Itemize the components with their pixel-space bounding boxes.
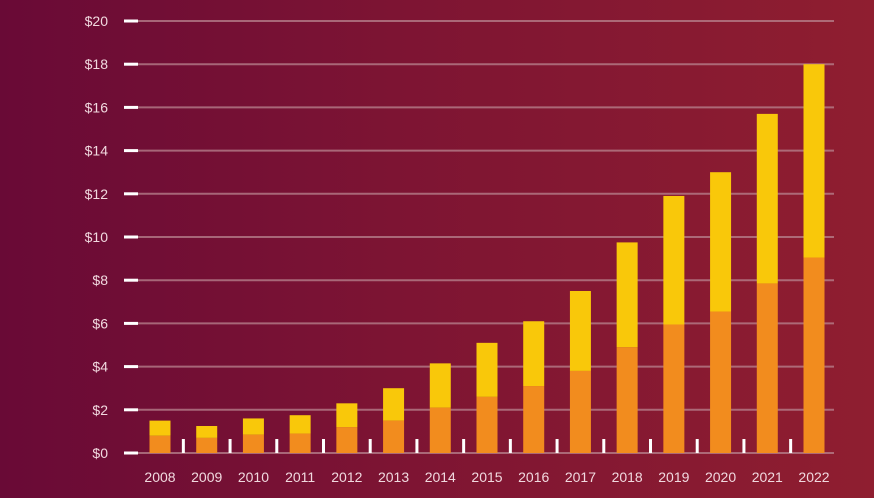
bar-segment-2021-0: [756, 283, 778, 453]
y-tick-label: $16: [85, 99, 109, 115]
y-tick-label: $0: [92, 445, 108, 461]
bar-segment-2013-1: [383, 388, 405, 421]
x-tick-label: 2012: [331, 469, 362, 485]
bar-segment-2018-0: [616, 347, 638, 453]
x-tick-label: 2009: [191, 469, 222, 485]
bar-segment-2015-0: [476, 396, 498, 453]
x-tick-label: 2019: [658, 469, 689, 485]
y-tick-label: $12: [85, 186, 109, 202]
bar-segment-2017-1: [569, 291, 591, 371]
y-tick-label: $20: [85, 13, 109, 29]
bar-segment-2008-0: [149, 435, 171, 453]
bar-segment-2013-0: [383, 420, 405, 453]
bar-segment-2008-1: [149, 420, 171, 436]
bar-segment-2014-1: [429, 363, 451, 408]
bar-segment-2017-0: [569, 370, 591, 453]
bar-segment-2010-0: [242, 434, 264, 453]
y-tick-label: $18: [85, 56, 109, 72]
bar-segment-2012-1: [336, 403, 358, 428]
x-tick-label: 2015: [471, 469, 502, 485]
bar-segment-2014-0: [429, 407, 451, 453]
x-tick-label: 2011: [285, 469, 315, 485]
y-tick-label: $2: [92, 402, 108, 418]
x-tick-label: 2018: [612, 469, 643, 485]
bar-segment-2020-0: [710, 311, 732, 453]
x-tick-label: 2017: [565, 469, 596, 485]
x-tick-label: 2013: [378, 469, 409, 485]
bar-segment-2009-1: [196, 426, 218, 438]
x-tick-label: 2022: [798, 469, 829, 485]
bar-segment-2012-0: [336, 427, 358, 453]
x-tick-label: 2021: [752, 469, 783, 485]
bar-segment-2011-1: [289, 415, 311, 434]
bar-segment-2015-1: [476, 342, 498, 397]
bar-segment-2020-1: [710, 172, 732, 312]
bar-segment-2010-1: [242, 418, 264, 435]
bar-segment-2018-1: [616, 242, 638, 348]
x-tick-label: 2016: [518, 469, 549, 485]
y-tick-label: $6: [92, 315, 108, 331]
y-tick-label: $4: [92, 359, 108, 375]
bar-segment-2021-1: [756, 113, 778, 284]
bar-segment-2009-0: [196, 437, 218, 453]
bar-segment-2022-1: [803, 64, 825, 258]
bar-segment-2022-0: [803, 257, 825, 453]
bar-segment-2016-1: [523, 321, 545, 387]
bar-segment-2019-0: [663, 324, 685, 453]
y-tick-label: $8: [92, 272, 108, 288]
bar-segment-2016-0: [523, 386, 545, 453]
y-tick-label: $14: [85, 143, 109, 159]
x-tick-label: 2014: [425, 469, 456, 485]
bar-segment-2011-0: [289, 433, 311, 453]
y-tick-label: $10: [85, 229, 109, 245]
x-tick-label: 2020: [705, 469, 736, 485]
bar-segment-2019-1: [663, 195, 685, 325]
x-tick-label: 2010: [238, 469, 269, 485]
x-tick-label: 2008: [144, 469, 175, 485]
